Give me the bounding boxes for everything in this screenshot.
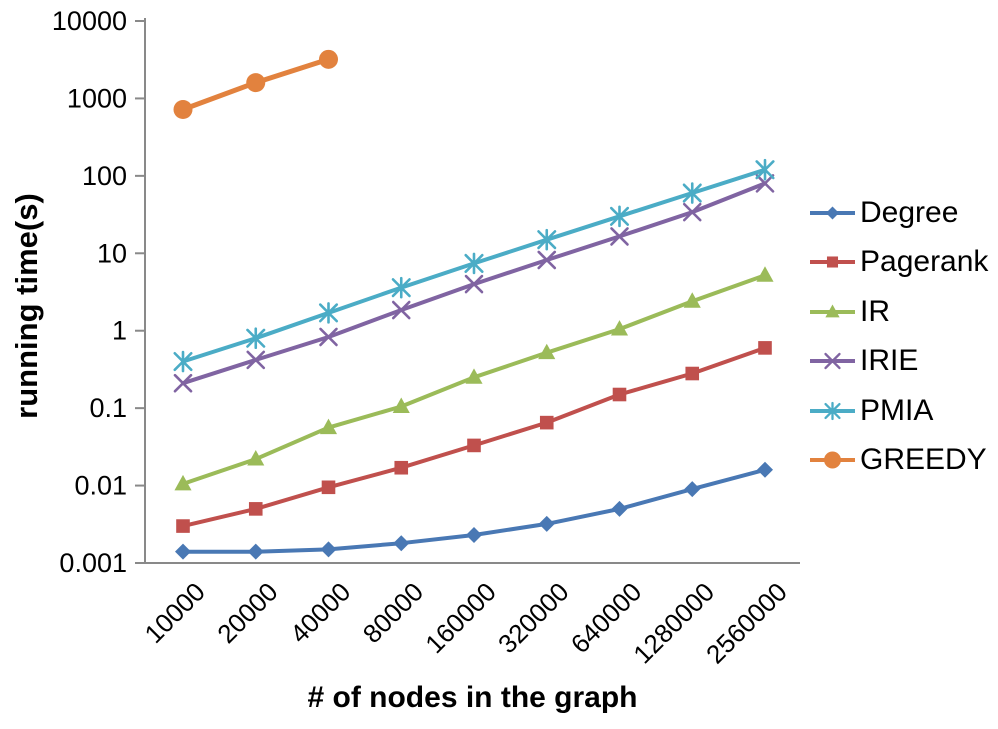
svg-text:160000: 160000 [419,577,502,660]
ir-line-marker-icon [810,304,855,318]
svg-text:10000: 10000 [52,6,127,36]
svg-text:10000: 10000 [138,577,210,649]
legend-label: PMIA [860,393,934,427]
greedy-line-marker-icon [810,451,855,469]
legend-label: Degree [860,195,959,229]
legend-label: IR [860,294,890,328]
pagerank-line-marker-icon [810,256,855,268]
svg-text:10: 10 [97,238,127,268]
svg-text:20000: 20000 [211,577,283,649]
legend-item-irie: IRIE [809,337,988,387]
legend-item-pagerank: Pagerank [809,238,988,288]
svg-text:2560000: 2560000 [700,577,793,670]
svg-text:1000: 1000 [67,83,127,113]
legend-item-greedy: GREEDY [809,436,988,486]
legend-item-pmia: PMIA [809,386,988,436]
x-axis-title: # of nodes in the graph [307,681,638,714]
degree-line-marker-icon [810,206,855,220]
legend-label: Pagerank [860,245,989,279]
svg-text:0.001: 0.001 [59,548,127,578]
svg-text:320000: 320000 [492,577,575,660]
svg-text:100: 100 [82,161,127,191]
irie-line-marker-icon [810,353,855,370]
legend-label: IRIE [860,344,919,378]
y-axis-title: running time(s) [9,193,44,419]
svg-text:1: 1 [112,316,127,346]
svg-text:0.01: 0.01 [74,471,127,501]
legend-label: GREEDY [860,443,987,477]
legend: Degree Pagerank IR IRIE PMIA GREEDY [809,188,988,485]
legend-item-degree: Degree [809,188,988,238]
pmia-line-marker-icon [810,401,855,420]
svg-text:40000: 40000 [284,577,356,649]
legend-item-ir: IR [809,287,988,337]
svg-text:0.1: 0.1 [89,393,127,423]
